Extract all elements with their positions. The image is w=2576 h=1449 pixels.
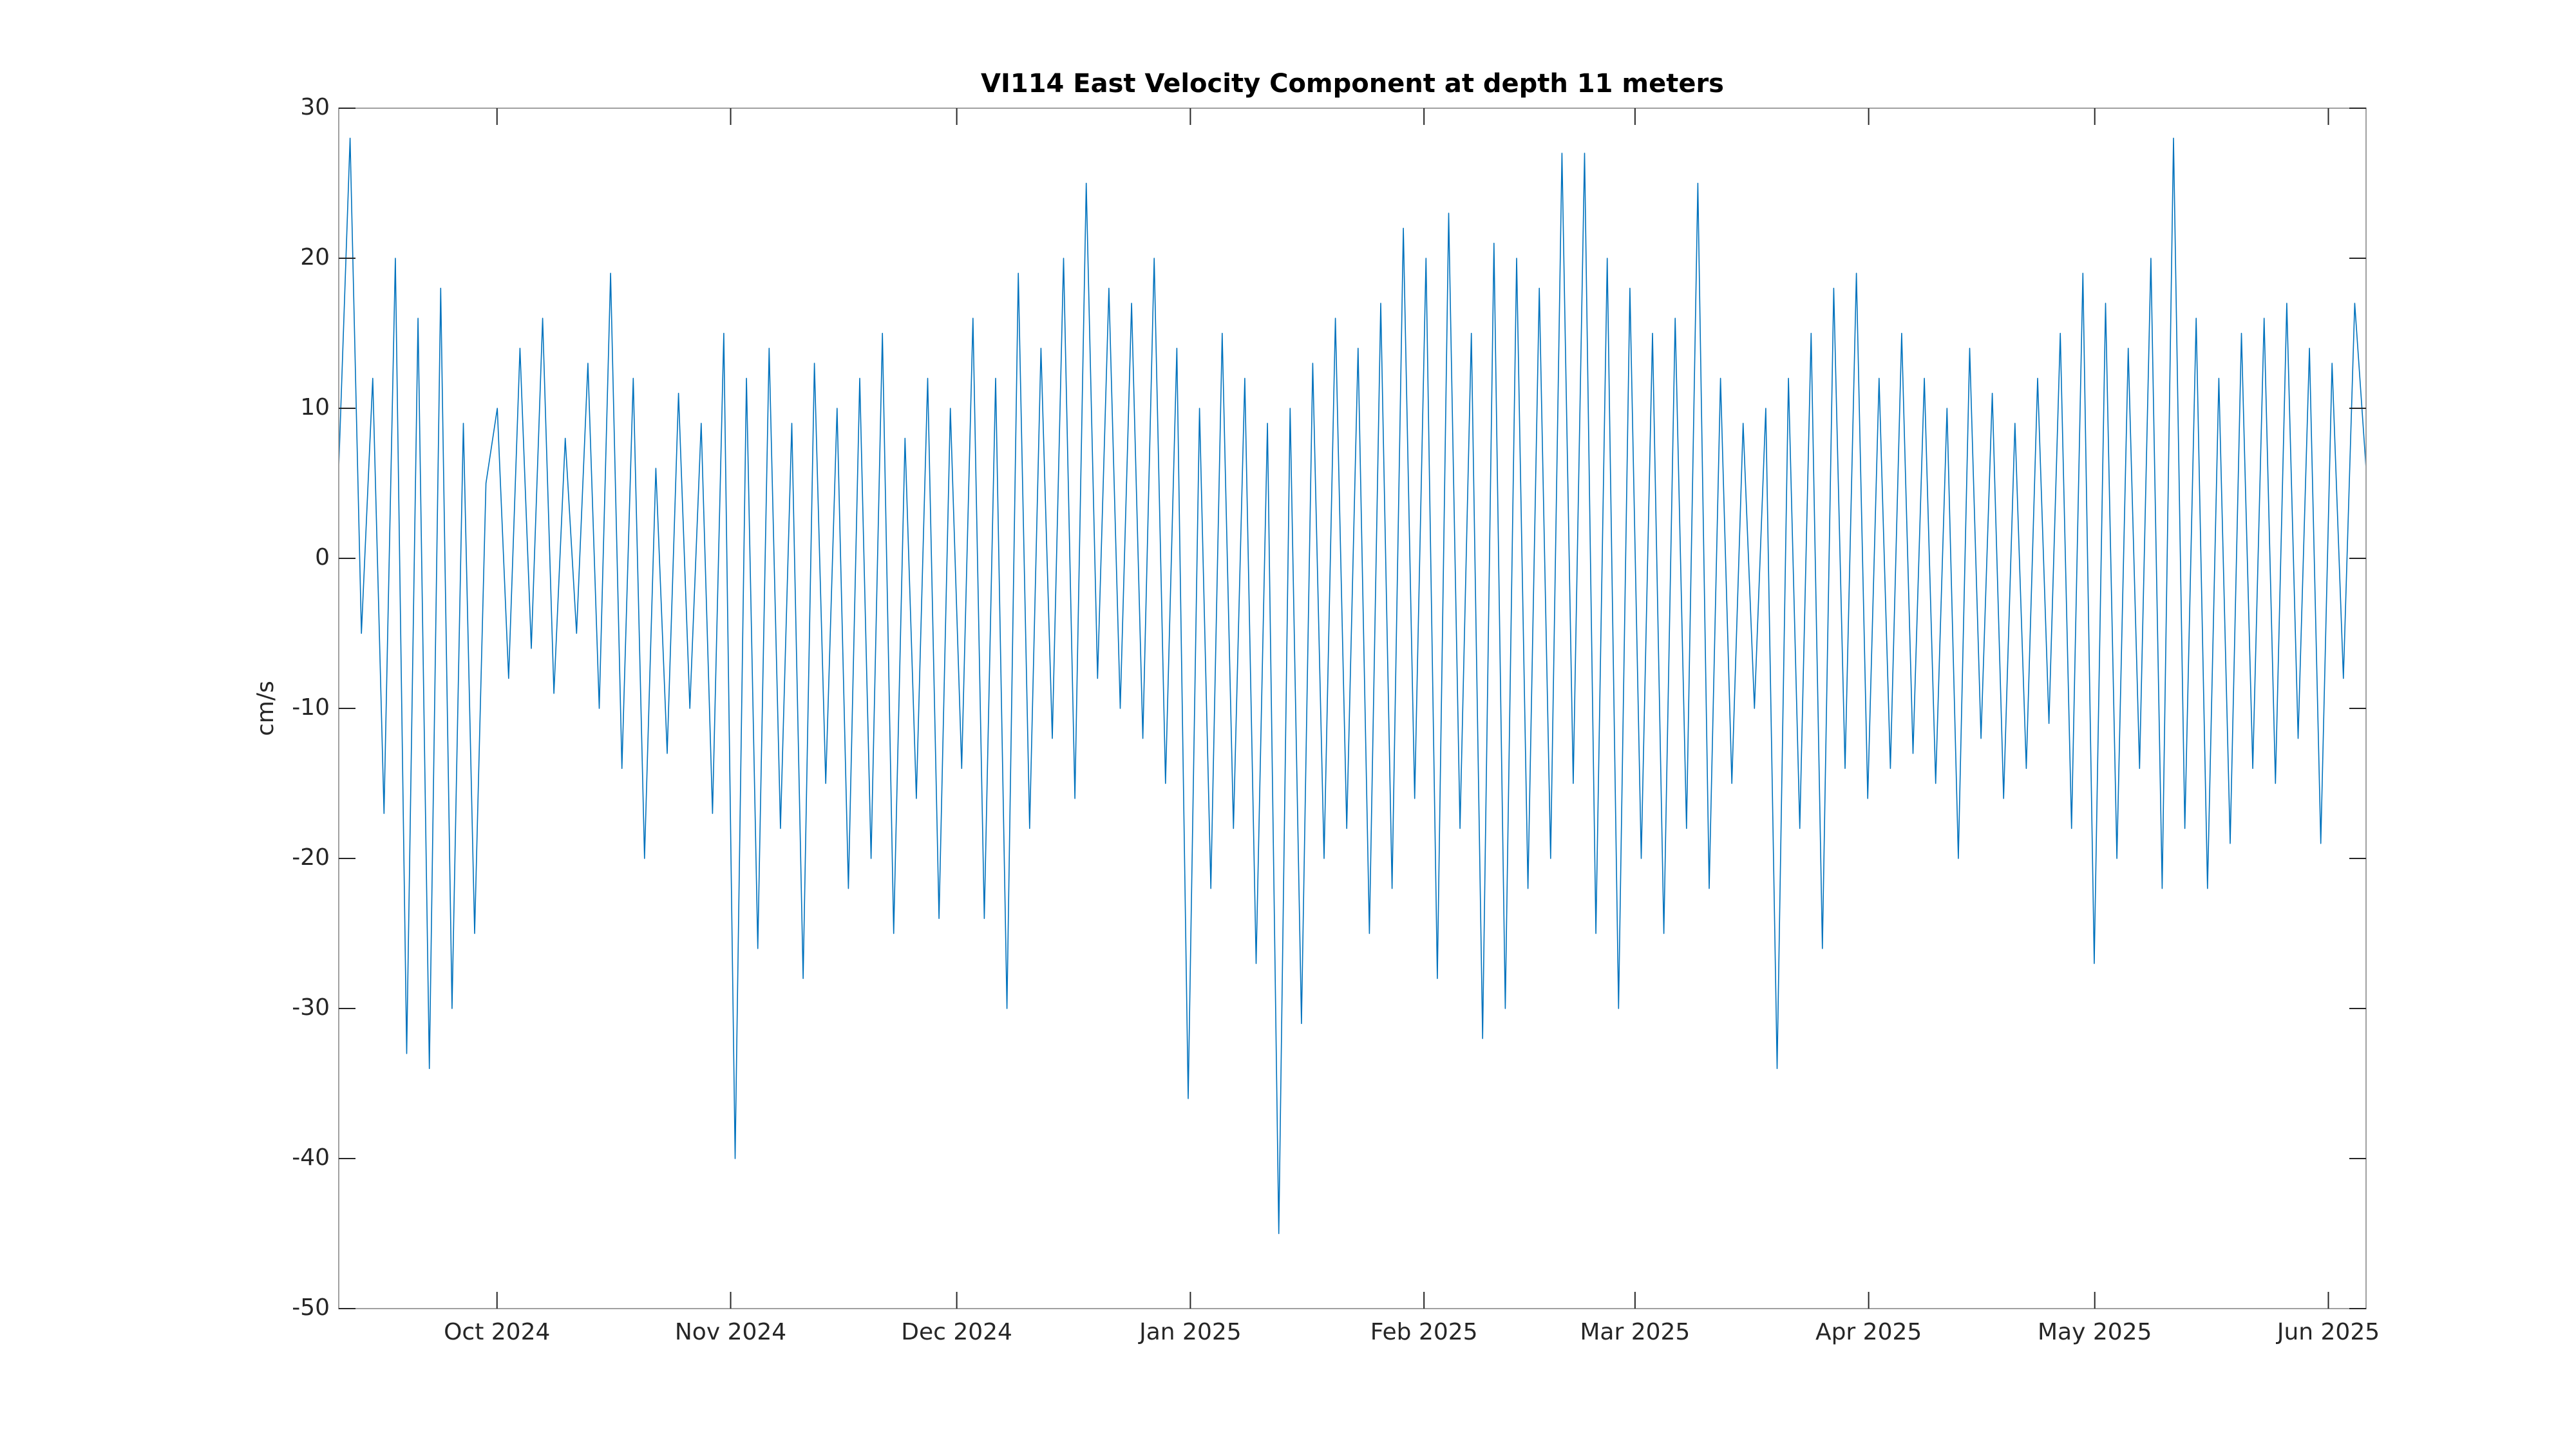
x-tick-label: Oct 2024 bbox=[444, 1319, 550, 1345]
y-tick-label: 10 bbox=[300, 394, 330, 421]
x-tick-label: Jun 2025 bbox=[2276, 1319, 2380, 1345]
y-tick-label: 0 bbox=[315, 544, 330, 571]
y-tick-label: -50 bbox=[292, 1294, 330, 1321]
x-tick-label: Mar 2025 bbox=[1580, 1319, 1690, 1345]
y-tick-label: -40 bbox=[292, 1144, 330, 1171]
chart-title: VI114 East Velocity Component at depth 1… bbox=[981, 69, 1724, 99]
x-tick-label: Feb 2025 bbox=[1370, 1319, 1478, 1345]
y-tick-label: -30 bbox=[292, 994, 330, 1021]
x-tick-label: Jan 2025 bbox=[1138, 1319, 1242, 1345]
x-tick-label: Nov 2024 bbox=[675, 1319, 786, 1345]
y-tick-label: -10 bbox=[292, 694, 330, 721]
x-tick-label: Apr 2025 bbox=[1815, 1319, 1922, 1345]
x-tick-label: May 2025 bbox=[2038, 1319, 2152, 1345]
y-tick-label: -20 bbox=[292, 844, 330, 871]
y-tick-label: 20 bbox=[300, 244, 330, 270]
y-tick-label: 30 bbox=[300, 94, 330, 120]
y-axis-label: cm/s bbox=[252, 681, 279, 736]
x-tick-label: Dec 2024 bbox=[901, 1319, 1012, 1345]
data-line bbox=[338, 137, 2367, 1235]
